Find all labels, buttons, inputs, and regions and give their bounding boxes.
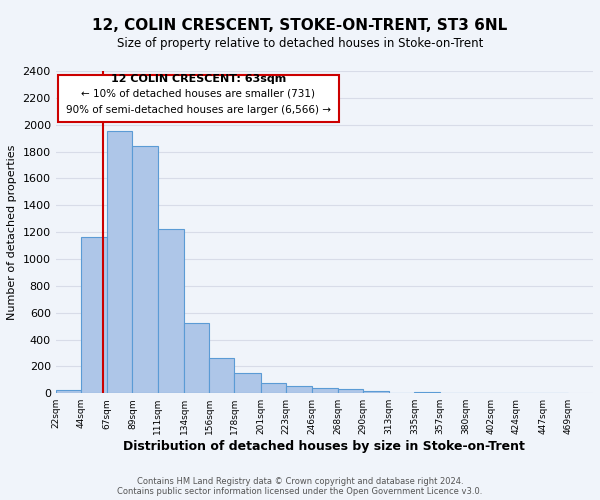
Bar — [133, 146, 158, 394]
Bar — [466, 392, 491, 394]
Text: Contains public sector information licensed under the Open Government Licence v3: Contains public sector information licen… — [118, 486, 482, 496]
Bar — [184, 324, 209, 394]
Bar — [107, 132, 133, 394]
Bar — [363, 391, 389, 394]
Bar — [389, 392, 414, 394]
Bar — [313, 388, 338, 394]
Text: 12 COLIN CRESCENT: 63sqm: 12 COLIN CRESCENT: 63sqm — [110, 74, 286, 84]
Bar — [209, 358, 235, 394]
Text: ← 10% of detached houses are smaller (731): ← 10% of detached houses are smaller (73… — [81, 89, 315, 99]
FancyBboxPatch shape — [58, 75, 338, 122]
Text: Size of property relative to detached houses in Stoke-on-Trent: Size of property relative to detached ho… — [117, 38, 483, 51]
Bar — [235, 373, 261, 394]
Y-axis label: Number of detached properties: Number of detached properties — [7, 144, 17, 320]
X-axis label: Distribution of detached houses by size in Stoke-on-Trent: Distribution of detached houses by size … — [124, 440, 525, 453]
Text: 90% of semi-detached houses are larger (6,566) →: 90% of semi-detached houses are larger (… — [66, 105, 331, 115]
Text: Contains HM Land Registry data © Crown copyright and database right 2024.: Contains HM Land Registry data © Crown c… — [137, 476, 463, 486]
Bar — [158, 230, 184, 394]
Bar — [414, 392, 440, 394]
Bar — [261, 382, 286, 394]
Bar — [81, 238, 107, 394]
Text: 12, COLIN CRESCENT, STOKE-ON-TRENT, ST3 6NL: 12, COLIN CRESCENT, STOKE-ON-TRENT, ST3 … — [92, 18, 508, 32]
Bar — [56, 390, 81, 394]
Bar — [338, 388, 363, 394]
Bar — [286, 386, 313, 394]
